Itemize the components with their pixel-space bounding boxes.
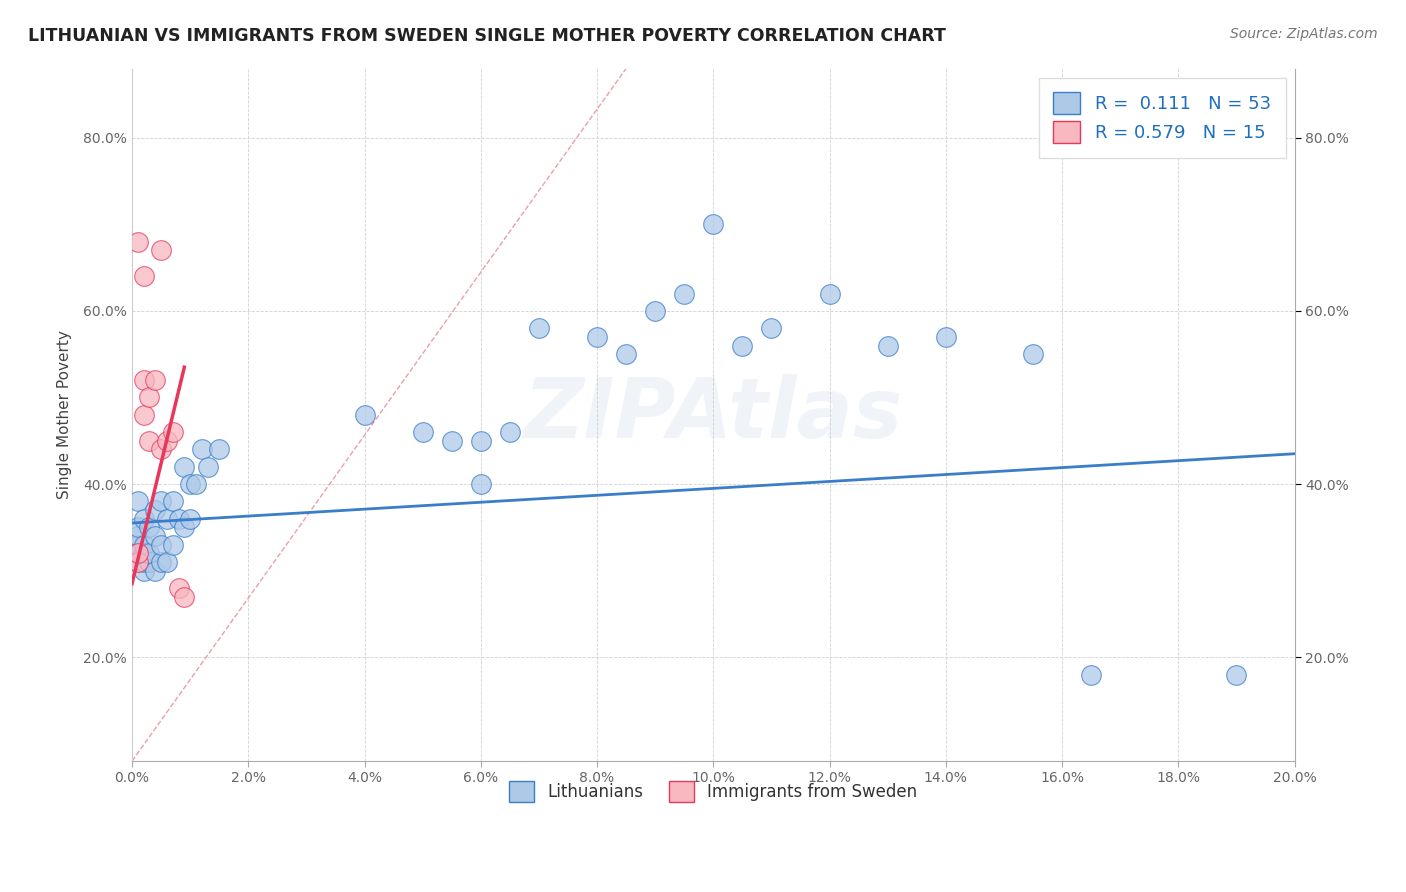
Point bbox=[138, 520, 160, 534]
Point bbox=[499, 425, 522, 439]
Point bbox=[208, 442, 231, 457]
Point bbox=[586, 330, 609, 344]
Point bbox=[527, 321, 550, 335]
Point bbox=[132, 564, 155, 578]
Y-axis label: Single Mother Poverty: Single Mother Poverty bbox=[58, 330, 72, 500]
Point bbox=[673, 286, 696, 301]
Point bbox=[162, 538, 184, 552]
Point bbox=[197, 459, 219, 474]
Point bbox=[412, 425, 434, 439]
Point bbox=[644, 304, 666, 318]
Point bbox=[191, 442, 214, 457]
Point bbox=[150, 442, 173, 457]
Point bbox=[167, 581, 190, 595]
Point bbox=[138, 434, 160, 448]
Point bbox=[761, 321, 783, 335]
Point bbox=[150, 494, 173, 508]
Point bbox=[156, 434, 179, 448]
Point bbox=[184, 477, 207, 491]
Point bbox=[167, 511, 190, 525]
Point bbox=[132, 269, 155, 284]
Point bbox=[132, 373, 155, 387]
Point bbox=[138, 555, 160, 569]
Point bbox=[156, 511, 179, 525]
Point bbox=[127, 235, 149, 249]
Text: LITHUANIAN VS IMMIGRANTS FROM SWEDEN SINGLE MOTHER POVERTY CORRELATION CHART: LITHUANIAN VS IMMIGRANTS FROM SWEDEN SIN… bbox=[28, 27, 946, 45]
Point bbox=[127, 546, 149, 560]
Point bbox=[127, 520, 149, 534]
Point bbox=[150, 555, 173, 569]
Point bbox=[143, 503, 166, 517]
Point bbox=[614, 347, 637, 361]
Point bbox=[132, 511, 155, 525]
Point bbox=[143, 529, 166, 543]
Point bbox=[935, 330, 957, 344]
Legend: Lithuanians, Immigrants from Sweden: Lithuanians, Immigrants from Sweden bbox=[496, 768, 931, 815]
Point bbox=[702, 218, 724, 232]
Point bbox=[150, 538, 173, 552]
Point bbox=[1080, 667, 1102, 681]
Point bbox=[156, 555, 179, 569]
Point bbox=[876, 338, 898, 352]
Point bbox=[127, 494, 149, 508]
Point bbox=[1225, 667, 1247, 681]
Text: ZIPAtlas: ZIPAtlas bbox=[523, 375, 903, 455]
Point bbox=[818, 286, 841, 301]
Point bbox=[127, 546, 149, 560]
Point bbox=[127, 538, 149, 552]
Point bbox=[470, 477, 492, 491]
Point bbox=[173, 459, 195, 474]
Point bbox=[127, 555, 149, 569]
Point bbox=[179, 511, 201, 525]
Point bbox=[127, 529, 149, 543]
Point bbox=[127, 555, 149, 569]
Point bbox=[173, 520, 195, 534]
Point bbox=[132, 555, 155, 569]
Text: Source: ZipAtlas.com: Source: ZipAtlas.com bbox=[1230, 27, 1378, 41]
Point bbox=[132, 538, 155, 552]
Point bbox=[440, 434, 463, 448]
Point bbox=[132, 408, 155, 422]
Point bbox=[179, 477, 201, 491]
Point bbox=[470, 434, 492, 448]
Point bbox=[173, 590, 195, 604]
Point bbox=[162, 425, 184, 439]
Point bbox=[132, 546, 155, 560]
Point bbox=[138, 546, 160, 560]
Point bbox=[143, 564, 166, 578]
Point bbox=[353, 408, 375, 422]
Point bbox=[731, 338, 754, 352]
Point bbox=[150, 244, 173, 258]
Point bbox=[143, 373, 166, 387]
Point bbox=[138, 391, 160, 405]
Point bbox=[162, 494, 184, 508]
Point bbox=[1022, 347, 1045, 361]
